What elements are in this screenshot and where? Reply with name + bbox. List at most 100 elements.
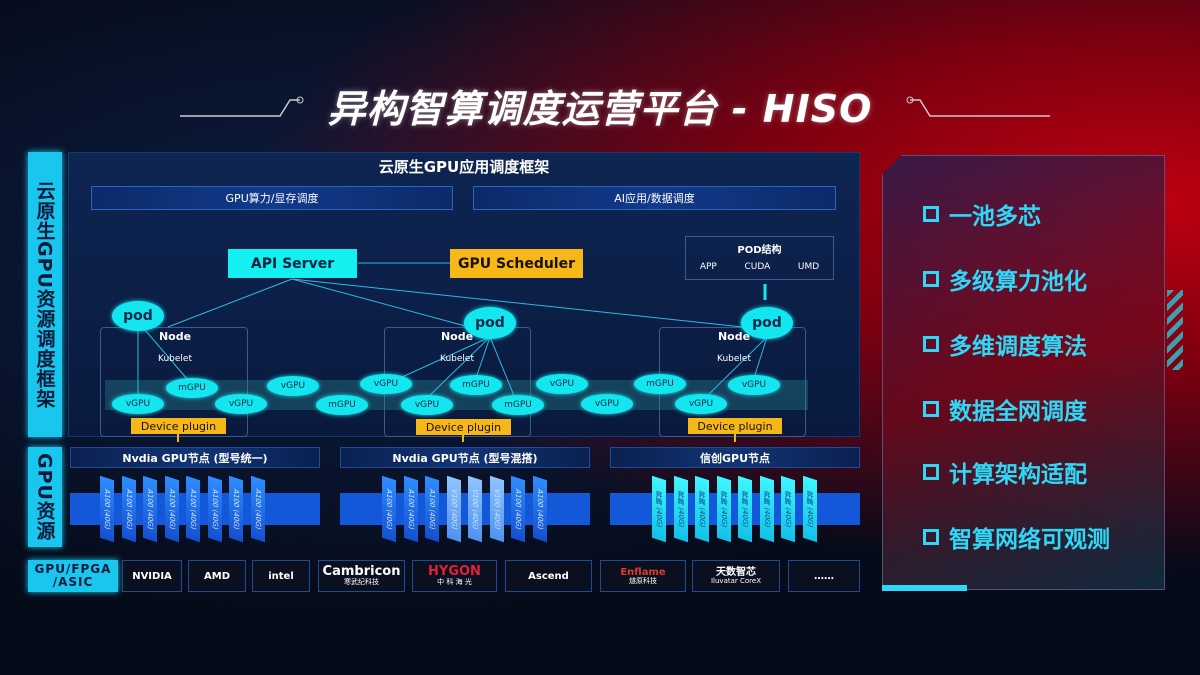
vendor-logo: 天数智芯 Iluvatar CoreX <box>692 560 780 592</box>
vendor-name: intel <box>268 570 294 582</box>
feature-label: 多级算力池化 <box>949 269 1087 295</box>
gpu-card: A100 (40G) <box>186 475 200 543</box>
vendor-logo: AMD <box>188 560 246 592</box>
pod-1: pod <box>112 301 164 331</box>
node-label-1: Node <box>158 330 192 343</box>
pod-2: pod <box>464 307 516 339</box>
line-api-node3 <box>291 278 753 329</box>
vendor-subtitle: 中 科 海 光 <box>437 578 472 587</box>
gpu-platform-2 <box>340 493 590 525</box>
pod-item-cuda: CUDA <box>744 262 771 272</box>
gpu-card: A100 (40G) <box>121 475 136 543</box>
device-plugin-2: Device plugin <box>416 419 511 435</box>
virtual-gpu: vGPU <box>112 394 164 414</box>
virtual-gpu: vGPU <box>675 394 727 414</box>
vendor-name: AMD <box>204 570 230 582</box>
virtual-gpu: mGPU <box>492 395 544 415</box>
virtual-gpu: vGPU <box>536 374 588 394</box>
gpu-card: A100 (40G) <box>143 475 157 543</box>
vendor-logo: Ascend <box>505 560 592 592</box>
vendor-logo: …… <box>788 560 860 592</box>
vendor-name: HYGON <box>428 564 481 579</box>
gpu-card: V100 (40G) <box>446 475 461 543</box>
gpu-card: A100 (40G) <box>229 475 243 543</box>
gpu-card: 昇腾 (40G) <box>781 475 795 543</box>
feature-label: 数据全网调度 <box>949 399 1087 425</box>
vendor-subtitle: 燧原科技 <box>629 576 657 585</box>
virtual-gpu: vGPU <box>267 376 319 396</box>
vendor-name: NVIDIA <box>132 570 172 582</box>
checkbox-icon <box>923 271 939 287</box>
gpu-scheduler-box: GPU Scheduler <box>450 249 583 278</box>
kubelet-label-3: Kubelet <box>717 354 751 364</box>
gpu-node-header-1: Nvdia GPU节点 (型号统一) <box>70 447 320 468</box>
kubelet-label-2: Kubelet <box>440 354 474 364</box>
feature-item: 一池多芯 <box>923 197 1041 231</box>
device-plugin-1: Device plugin <box>131 418 226 434</box>
virtual-gpu: vGPU <box>401 395 453 415</box>
gpu-card: A100 (40G) <box>425 475 439 543</box>
virtual-gpu: vGPU <box>360 374 412 394</box>
checkbox-icon <box>923 336 939 352</box>
feature-item: 数据全网调度 <box>923 392 1087 426</box>
feature-item: 多维调度算法 <box>923 327 1087 361</box>
gpu-card: 昇腾 (40G) <box>652 475 666 543</box>
line-api-node2 <box>291 278 481 331</box>
pod-item-umd: UMD <box>797 262 820 272</box>
panel-stripe-decoration <box>1167 290 1183 370</box>
node-label-2: Node <box>440 330 474 343</box>
gpu-card: 昇腾 (40G) <box>738 475 752 543</box>
pod-item-app: APP <box>699 262 717 272</box>
feature-label: 一池多芯 <box>949 204 1041 230</box>
gpu-card: A100 (40G) <box>382 475 396 543</box>
vendor-logo: HYGON 中 科 海 光 <box>412 560 497 592</box>
virtual-gpu: mGPU <box>450 375 502 395</box>
ai-data-scheduling-bar: AI应用/数据调度 <box>473 186 836 210</box>
pod-3: pod <box>741 307 793 339</box>
gpu-card: 昇腾 (40G) <box>802 475 817 543</box>
checkbox-icon <box>923 401 939 417</box>
feature-label: 智算网络可观测 <box>949 527 1110 553</box>
gpu-platform-3 <box>610 493 860 525</box>
gpu-card: 昇腾 (40G) <box>716 475 731 543</box>
feature-item: 多级算力池化 <box>923 262 1087 296</box>
pod-structure-title: POD结构 <box>737 245 782 256</box>
feature-label: 计算架构适配 <box>949 462 1087 488</box>
virtual-gpu: mGPU <box>316 395 368 415</box>
device-plugin-3: Device plugin <box>688 418 782 434</box>
gpu-card: A100 (40G) <box>207 475 222 543</box>
vendor-name: Cambricon <box>322 564 401 579</box>
gpu-card: A100 (40G) <box>532 475 547 543</box>
feature-label: 多维调度算法 <box>949 334 1087 360</box>
checkbox-icon <box>923 206 939 222</box>
vendor-name: …… <box>814 570 834 582</box>
feature-item: 计算架构适配 <box>923 455 1087 489</box>
gpu-card: 昇腾 (40G) <box>695 475 709 543</box>
api-server-box: API Server <box>228 249 357 278</box>
gpu-card: A100 (40G) <box>250 475 265 543</box>
vendor-logo: Cambricon 寒武纪科技 <box>318 560 405 592</box>
gpu-card: 昇腾 (40G) <box>673 475 688 543</box>
virtual-gpu: vGPU <box>581 394 633 414</box>
panel-corner-accent <box>882 585 967 591</box>
feature-item: 智算网络可观测 <box>923 520 1110 554</box>
gpu-node-header-3: 信创GPU节点 <box>610 447 860 468</box>
gpu-card: V100 (40G) <box>468 475 482 543</box>
page-title: 异构智算调度运营平台 - HISO <box>327 87 873 131</box>
gpu-card: A100 (40G) <box>164 475 179 543</box>
vendor-name: 天数智芯 <box>716 566 756 578</box>
node-box-1 <box>100 327 248 437</box>
gpu-card: V100 (40G) <box>489 475 504 543</box>
node-label-3: Node <box>717 330 751 343</box>
gpu-card: A100 (40G) <box>100 475 114 543</box>
line-api-node1 <box>167 278 293 328</box>
gpu-card: A100 (40G) <box>511 475 525 543</box>
virtual-gpu: mGPU <box>634 374 686 394</box>
chips-side-label: GPU/FPGA /ASIC <box>28 560 118 592</box>
virtual-gpu: mGPU <box>166 378 218 398</box>
gpu-card: A100 (40G) <box>403 475 418 543</box>
pod-structure-box: POD结构 APP CUDA UMD <box>685 236 834 280</box>
framework-side-label: 云原生GPU资源调度框架 <box>28 152 62 437</box>
